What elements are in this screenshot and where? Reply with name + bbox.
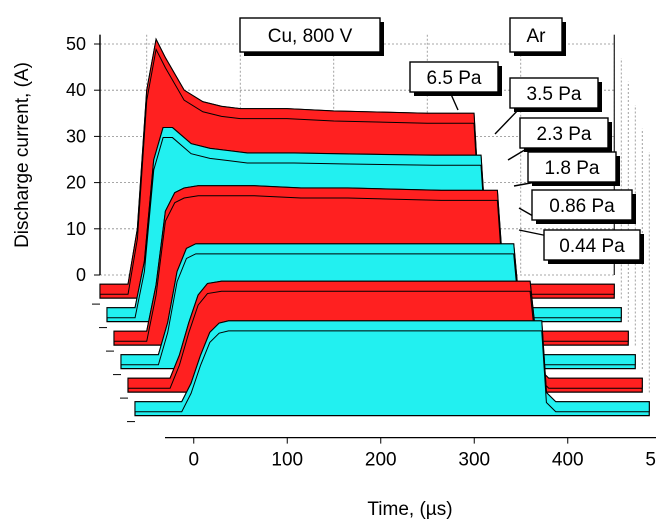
y-tick-label: 20 — [66, 173, 86, 193]
series-label-0-86-pa-box — [531, 189, 633, 221]
series-0-44-pa — [134, 320, 650, 417]
y-tick-label: 50 — [66, 34, 86, 54]
annotation-material-box — [239, 17, 381, 53]
series-ribbon — [127, 280, 643, 389]
series-layer — [99, 37, 650, 417]
series-label-6-5-pa: 6.5 Pa — [409, 61, 502, 96]
series-label-2-3-pa: 2.3 Pa — [519, 117, 612, 152]
x-axis-title: Time, (µs) — [367, 499, 452, 520]
annotation-gas-box — [509, 17, 563, 53]
series-label-0-86-pa: 0.86 Pa — [531, 189, 636, 224]
y-axis-title: Discharge current, (A) — [12, 62, 33, 248]
series-ribbon — [120, 243, 636, 366]
x-tick-label: 200 — [365, 450, 397, 471]
series-label-1-8-pa-box — [527, 151, 617, 183]
series-label-3-5-pa-box — [509, 77, 599, 109]
annotation-gas-text: Ar — [527, 26, 547, 47]
series-label-2-3-pa-box — [519, 117, 609, 149]
labels-layer: Cu, 800 V Ar 6.5 Pa 3.5 Pa 2.3 Pa 1.8 Pa 0.86 … — [239, 17, 644, 264]
series-label-6-5-pa-box — [409, 61, 499, 93]
series-label-0-86-pa-text: 0.86 Pa — [549, 196, 615, 217]
axes-layer: 0 100 200 300 400 500 0 10 20 30 40 50 Time, (µs) Dis… — [12, 34, 656, 520]
series-label-0-44-pa-text: 0.44 Pa — [559, 236, 625, 257]
x-tick-label: 300 — [458, 450, 490, 471]
x-tick-label: 400 — [552, 450, 584, 471]
series-label-1-8-pa-text: 1.8 Pa — [545, 158, 600, 179]
series-label-2-3-pa-text: 2.3 Pa — [537, 124, 592, 145]
series-ribbon — [99, 37, 615, 295]
x-tick-label: 0 — [188, 450, 199, 471]
y-tick-label: 30 — [66, 126, 86, 146]
series-label-0-44-pa-box — [543, 229, 641, 261]
y-tick-label: 40 — [66, 80, 86, 100]
series-label-6-5-pa-text: 6.5 Pa — [427, 68, 482, 89]
series-label-0-44-pa: 0.44 Pa — [543, 229, 644, 264]
x-tick-label: 500 — [645, 450, 656, 471]
x-tick-label: 100 — [271, 450, 303, 471]
series-ribbon — [106, 127, 622, 319]
series-label-3-5-pa-text: 3.5 Pa — [527, 84, 582, 105]
series-label-1-8-pa: 1.8 Pa — [527, 151, 620, 186]
series-label-3-5-pa: 3.5 Pa — [509, 77, 602, 112]
y-tick-label: 0 — [76, 265, 86, 285]
y-tick-label: 10 — [66, 219, 86, 239]
annotation-material: Cu, 800 V — [239, 17, 384, 56]
leader-line — [494, 107, 521, 135]
leader-line — [518, 229, 549, 237]
annotation-material-text: Cu, 800 V — [268, 26, 353, 47]
series-ribbon — [113, 185, 629, 342]
annotation-gas: Ar — [509, 17, 566, 56]
series-ribbon — [134, 320, 650, 413]
